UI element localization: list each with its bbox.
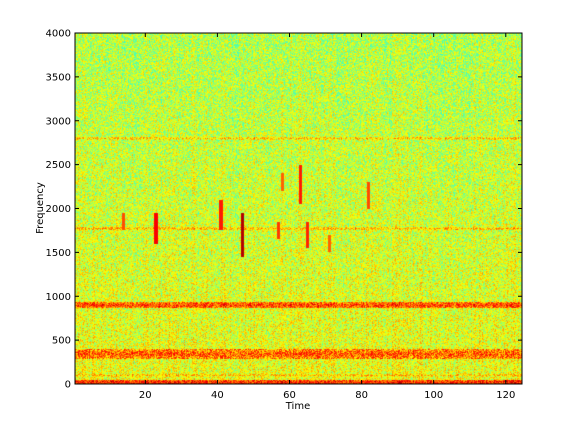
y-tick-label: 4000 [46, 29, 71, 40]
y-tick-label: 1000 [46, 292, 71, 303]
x-tick-label: 60 [283, 390, 296, 401]
y-tick-label: 0 [65, 380, 71, 391]
x-tick-label: 100 [424, 390, 443, 401]
x-tick-label: 80 [355, 390, 368, 401]
spectrogram-image [75, 33, 522, 384]
y-axis-ticks: 0 500 1000 1500 2000 2500 3000 3500 4000 [46, 29, 522, 391]
x-tick-label: 120 [496, 390, 515, 401]
x-tick-label: 40 [211, 390, 224, 401]
plot-frame [74, 32, 523, 385]
y-tick-label: 2500 [46, 160, 71, 171]
y-tick-label: 3500 [46, 72, 71, 83]
y-tick-label: 3000 [46, 116, 71, 127]
x-axis-label: Time [285, 401, 310, 412]
y-axis-label: Frequency [35, 182, 46, 234]
y-tick-label: 500 [52, 336, 71, 347]
y-tick-label: 1500 [46, 248, 71, 259]
x-tick-label: 20 [139, 390, 152, 401]
x-axis-ticks: 20 40 60 80 100 120 [139, 33, 515, 401]
y-tick-label: 2000 [46, 204, 71, 215]
